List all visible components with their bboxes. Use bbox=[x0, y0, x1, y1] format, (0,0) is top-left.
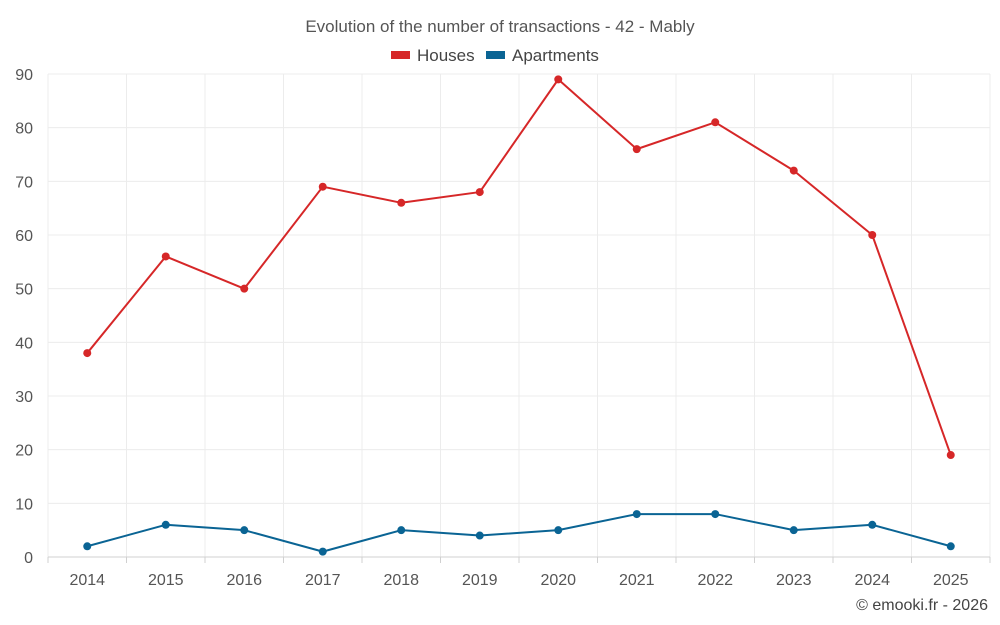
y-tick-label: 10 bbox=[15, 496, 33, 513]
x-tick-label: 2025 bbox=[933, 572, 969, 589]
legend: Houses Apartments bbox=[391, 46, 599, 65]
x-tick-label: 2015 bbox=[148, 572, 184, 589]
data-point-houses[interactable] bbox=[868, 231, 877, 239]
data-point-apartments[interactable] bbox=[475, 531, 484, 540]
data-point-houses[interactable] bbox=[318, 182, 327, 191]
series-line-apartments bbox=[86, 513, 952, 553]
legend-swatch-houses bbox=[391, 51, 410, 59]
x-tick-label: 2021 bbox=[619, 572, 655, 589]
x-tick-label: 2017 bbox=[305, 572, 341, 589]
data-point-houses[interactable] bbox=[632, 145, 641, 154]
legend-label-houses[interactable]: Houses bbox=[417, 46, 475, 65]
legend-label-apartments[interactable]: Apartments bbox=[512, 46, 599, 65]
x-tick-label: 2023 bbox=[776, 572, 812, 589]
y-tick-label: 20 bbox=[15, 443, 33, 460]
data-point-houses[interactable] bbox=[554, 75, 563, 84]
credit-text: © emooki.fr - 2026 bbox=[856, 597, 988, 614]
y-tick-label: 60 bbox=[15, 228, 33, 245]
data-point-apartments[interactable] bbox=[318, 547, 327, 556]
data-point-apartments[interactable] bbox=[789, 526, 798, 535]
data-point-houses[interactable] bbox=[83, 349, 92, 358]
y-tick-label: 90 bbox=[15, 67, 33, 84]
x-tick-label: 2014 bbox=[69, 572, 105, 589]
y-tick-label: 0 bbox=[24, 550, 33, 567]
data-point-houses[interactable] bbox=[397, 198, 406, 207]
chart-title: Evolution of the number of transactions … bbox=[305, 17, 695, 36]
y-tick-label: 40 bbox=[15, 335, 33, 352]
data-point-apartments[interactable] bbox=[868, 520, 877, 529]
y-tick-label: 70 bbox=[15, 174, 33, 191]
x-tick-label: 2022 bbox=[697, 572, 733, 589]
series bbox=[83, 75, 955, 556]
series-line-houses bbox=[86, 78, 952, 456]
data-point-houses[interactable] bbox=[946, 451, 955, 460]
x-tick-label: 2019 bbox=[462, 572, 498, 589]
data-point-apartments[interactable] bbox=[161, 520, 170, 529]
data-point-houses[interactable] bbox=[161, 252, 170, 261]
x-tick-label: 2024 bbox=[854, 572, 890, 589]
y-tick-label: 50 bbox=[15, 282, 33, 299]
data-point-apartments[interactable] bbox=[711, 510, 720, 519]
data-point-apartments[interactable] bbox=[946, 542, 955, 551]
data-point-houses[interactable] bbox=[240, 284, 249, 293]
data-point-houses[interactable] bbox=[711, 118, 720, 127]
data-point-houses[interactable] bbox=[789, 166, 798, 175]
axes: 0 10 20 30 40 50 60 70 80 90 2014 2015 2016 2017 2018 2… bbox=[15, 67, 991, 589]
x-tick-label: 2018 bbox=[383, 572, 419, 589]
data-point-apartments[interactable] bbox=[632, 510, 641, 519]
y-tick-label: 80 bbox=[15, 121, 33, 138]
data-point-apartments[interactable] bbox=[240, 526, 249, 535]
data-point-apartments[interactable] bbox=[554, 526, 563, 535]
y-tick-label: 30 bbox=[15, 389, 33, 406]
gridlines bbox=[47, 73, 991, 557]
x-tick-label: 2020 bbox=[540, 572, 576, 589]
data-point-houses[interactable] bbox=[475, 188, 484, 197]
data-point-apartments[interactable] bbox=[83, 542, 92, 551]
data-point-apartments[interactable] bbox=[397, 526, 406, 535]
x-tick-label: 2016 bbox=[226, 572, 262, 589]
legend-swatch-apartments bbox=[486, 51, 505, 59]
